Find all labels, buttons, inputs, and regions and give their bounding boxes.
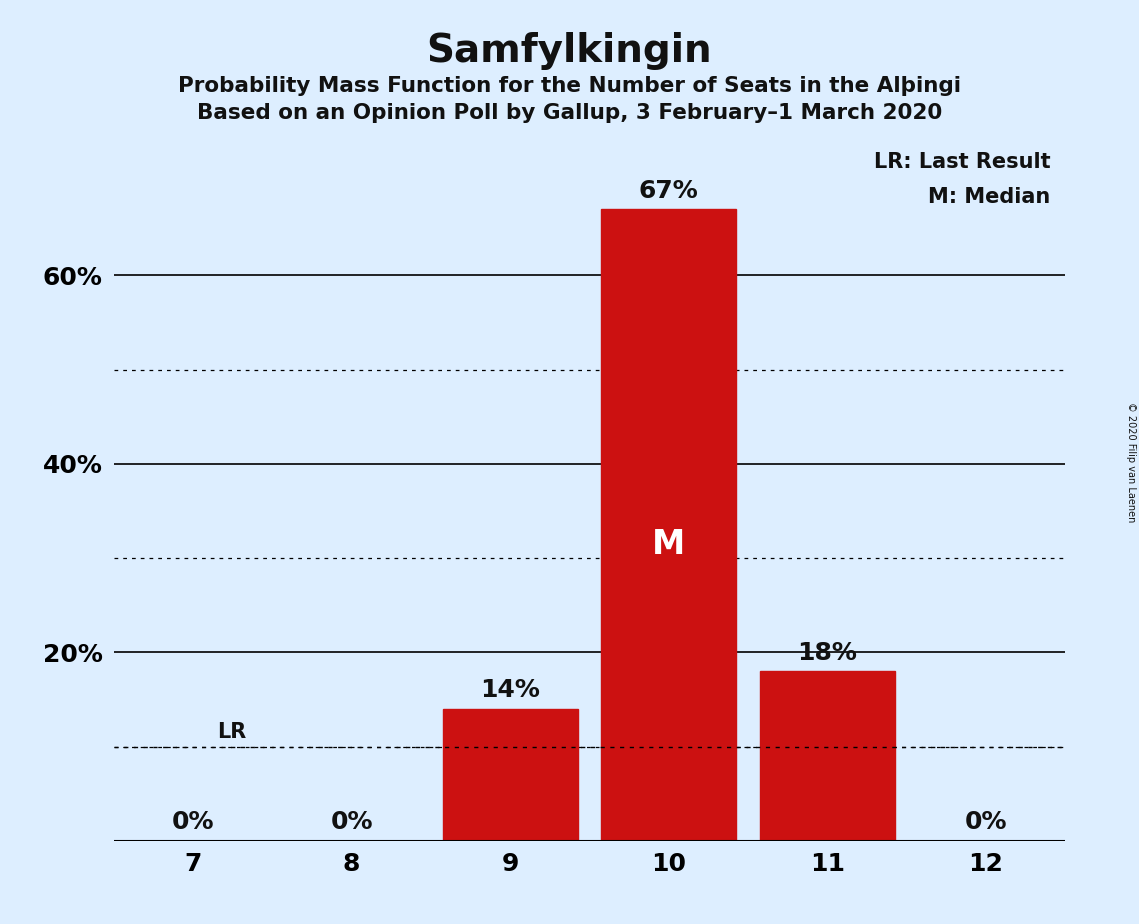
Bar: [601, 210, 736, 841]
Text: 0%: 0%: [965, 810, 1007, 834]
Text: 0%: 0%: [172, 810, 214, 834]
Text: Probability Mass Function for the Number of Seats in the Alþingi: Probability Mass Function for the Number…: [178, 76, 961, 96]
Text: M: Median: M: Median: [928, 187, 1050, 207]
Text: 14%: 14%: [481, 678, 540, 702]
Bar: [443, 709, 577, 841]
Text: M: M: [652, 528, 686, 561]
Text: LR: Last Result: LR: Last Result: [874, 152, 1050, 172]
Text: 0%: 0%: [330, 810, 372, 834]
Text: © 2020 Filip van Laenen: © 2020 Filip van Laenen: [1126, 402, 1136, 522]
Text: LR: LR: [216, 722, 246, 742]
Bar: [760, 671, 894, 841]
Text: 67%: 67%: [639, 178, 698, 202]
Text: 18%: 18%: [797, 640, 858, 664]
Text: Based on an Opinion Poll by Gallup, 3 February–1 March 2020: Based on an Opinion Poll by Gallup, 3 Fe…: [197, 103, 942, 124]
Text: Samfylkingin: Samfylkingin: [427, 32, 712, 70]
